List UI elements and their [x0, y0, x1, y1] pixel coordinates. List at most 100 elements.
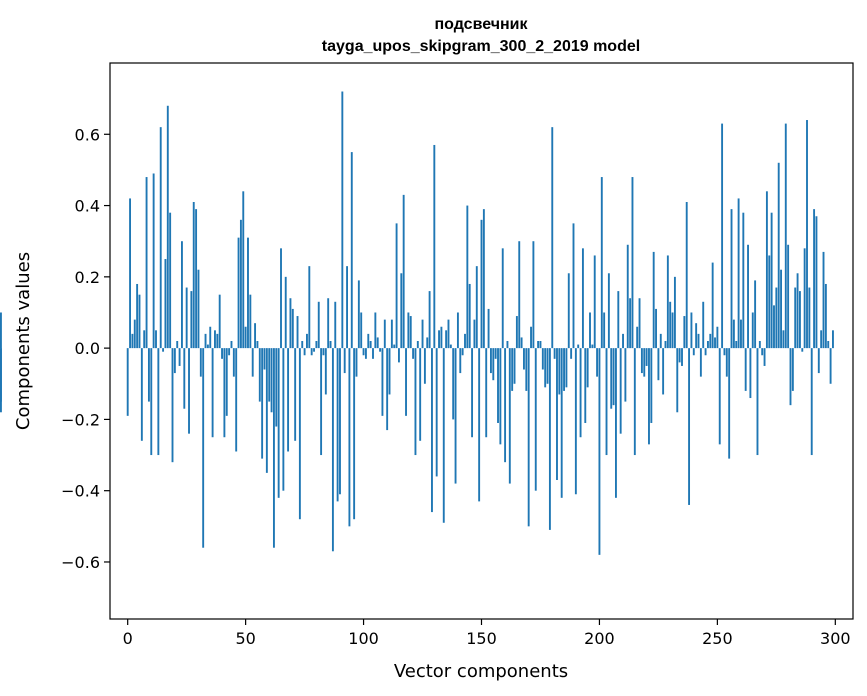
bar-184 — [560, 348, 563, 498]
bar-74 — [301, 341, 304, 349]
bar-90 — [339, 348, 341, 495]
bar-196 — [589, 312, 591, 349]
bar-254 — [725, 348, 728, 377]
bar-1 — [129, 198, 131, 349]
bar-268 — [758, 341, 761, 349]
bar-10 — [150, 348, 153, 456]
bar-40 — [221, 348, 223, 359]
bar-216 — [636, 326, 639, 349]
bar-240 — [692, 348, 695, 356]
bar-26 — [188, 348, 190, 434]
bar-222 — [650, 348, 653, 423]
bar-23 — [181, 241, 183, 349]
bar-54 — [254, 323, 257, 349]
bar-153 — [487, 308, 490, 349]
bar-253 — [723, 348, 726, 356]
bar-14 — [159, 127, 162, 349]
bar-271 — [765, 191, 768, 349]
bar-221 — [648, 348, 650, 445]
bar-127 — [426, 337, 429, 349]
bar-29 — [195, 209, 198, 349]
bar-241 — [695, 323, 698, 349]
bar-238 — [688, 348, 691, 505]
bar-272 — [768, 255, 771, 349]
bar-76 — [306, 333, 308, 349]
bar-128 — [428, 291, 431, 349]
bar-250 — [716, 326, 719, 349]
bar-60 — [268, 348, 271, 402]
bar-137 — [449, 344, 452, 349]
bar-85 — [327, 298, 330, 349]
bar-255 — [728, 348, 731, 459]
bar-290 — [810, 348, 813, 456]
bar-131 — [435, 348, 438, 477]
bar-279 — [784, 123, 787, 349]
bar-269 — [761, 348, 764, 356]
bar-189 — [572, 223, 575, 349]
bar-77 — [308, 266, 311, 349]
bar-109 — [383, 319, 386, 349]
bar-210 — [622, 333, 624, 349]
bar-133 — [440, 326, 443, 349]
bar-231 — [671, 312, 674, 349]
bar-31 — [199, 348, 202, 377]
bar-203 — [605, 348, 608, 456]
bar-257 — [732, 319, 735, 349]
bar-58 — [263, 348, 266, 370]
bar-84 — [324, 348, 327, 395]
bar-202 — [603, 312, 606, 349]
bar-27 — [190, 291, 193, 349]
bar-67 — [284, 276, 287, 349]
bar-199 — [596, 348, 599, 377]
bar-252 — [721, 123, 724, 349]
bar-71 — [294, 348, 297, 441]
bar-3 — [133, 319, 136, 349]
bar-65 — [280, 248, 282, 349]
bar-179 — [548, 348, 551, 530]
bar-46 — [235, 348, 238, 452]
bar-191 — [577, 344, 580, 349]
bar-87 — [331, 348, 334, 552]
bar-299 — [832, 330, 834, 349]
bar-266 — [754, 280, 757, 349]
bar-57 — [261, 348, 264, 459]
bar-48 — [239, 219, 242, 349]
bar-156 — [494, 348, 497, 359]
bar-70 — [291, 308, 294, 349]
bar-245 — [704, 348, 707, 356]
bar-219 — [643, 348, 646, 377]
bar-223 — [652, 251, 655, 349]
bar-155 — [492, 348, 495, 381]
bar-18 — [169, 212, 172, 349]
bar-276 — [777, 162, 780, 349]
x-tick-label: 200 — [584, 629, 615, 648]
bar-undefined — [0, 348, 2, 402]
bar-170 — [527, 348, 530, 527]
bar-96 — [353, 348, 356, 520]
bar-197 — [591, 344, 594, 349]
bar-283 — [794, 287, 797, 349]
bar-28 — [192, 202, 195, 349]
bar-11 — [152, 173, 155, 349]
bar-93 — [346, 266, 348, 349]
bar-273 — [770, 212, 773, 349]
bar-213 — [629, 298, 632, 349]
bar-282 — [791, 348, 794, 391]
bar-98 — [357, 280, 360, 349]
y-tick-label: −0.6 — [61, 553, 100, 572]
bar-192 — [579, 348, 582, 438]
bar-122 — [414, 348, 417, 456]
bar-42 — [225, 348, 228, 416]
bar-284 — [796, 273, 799, 349]
bar-145 — [468, 283, 471, 349]
bar-263 — [747, 244, 749, 349]
bar-227 — [662, 348, 665, 395]
bar-2 — [131, 333, 134, 349]
y-tick-label: 0.4 — [75, 197, 100, 216]
x-tick-label: 300 — [820, 629, 851, 648]
bar-239 — [690, 312, 693, 349]
plot-frame — [109, 62, 854, 620]
bar-267 — [756, 348, 759, 456]
bar-114 — [395, 223, 398, 349]
bar-59 — [265, 348, 268, 473]
